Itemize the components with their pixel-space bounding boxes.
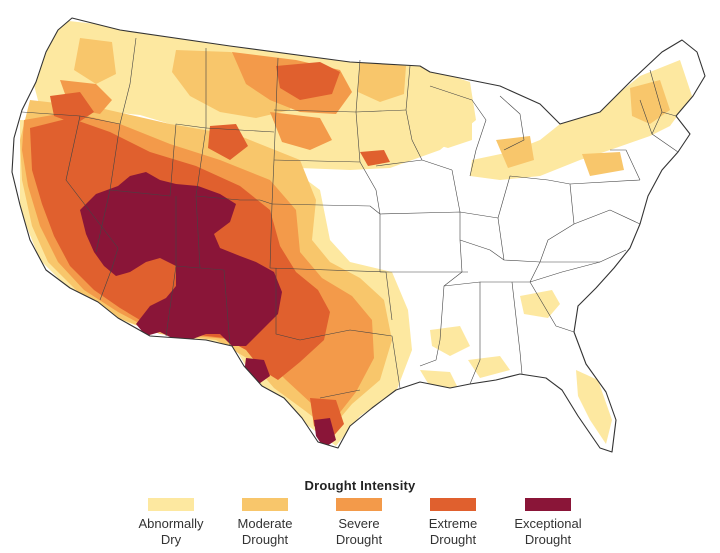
legend-swatch-moderate-drought <box>242 498 288 511</box>
legend-label-line2: Drought <box>335 532 383 547</box>
legend-swatch-abnormally-dry <box>148 498 194 511</box>
legend-label-line2: Dry <box>160 532 182 547</box>
us-map-svg <box>11 17 706 453</box>
legend-label-line2: Drought <box>524 532 572 547</box>
legend: Abnormally Dry Moderate Drought Severe D… <box>0 498 720 550</box>
legend-title: Drought Intensity <box>304 478 416 493</box>
legend-item-extreme-drought: Extreme Drought <box>405 498 501 548</box>
state-borders <box>21 37 679 399</box>
us-outline <box>11 17 706 453</box>
drought-map <box>11 17 706 453</box>
legend-item-moderate-drought: Moderate Drought <box>217 498 313 548</box>
drought-layers <box>20 20 692 448</box>
legend-label-line1: Severe <box>338 516 380 531</box>
legend-item-severe-drought: Severe Drought <box>311 498 407 548</box>
legend-label-line1: Extreme <box>428 516 478 531</box>
legend-label-line1: Abnormally <box>138 516 204 531</box>
legend-swatch-extreme-drought <box>430 498 476 511</box>
legend-label-line1: Moderate <box>237 516 293 531</box>
legend-label-line1: Exceptional <box>514 516 582 531</box>
legend-label-line2: Drought <box>241 532 289 547</box>
legend-swatch-severe-drought <box>336 498 382 511</box>
legend-label-line2: Drought <box>429 532 477 547</box>
legend-swatch-exceptional-drought <box>525 498 571 511</box>
legend-item-exceptional-drought: Exceptional Drought <box>500 498 596 548</box>
legend-item-abnormally-dry: Abnormally Dry <box>123 498 219 548</box>
